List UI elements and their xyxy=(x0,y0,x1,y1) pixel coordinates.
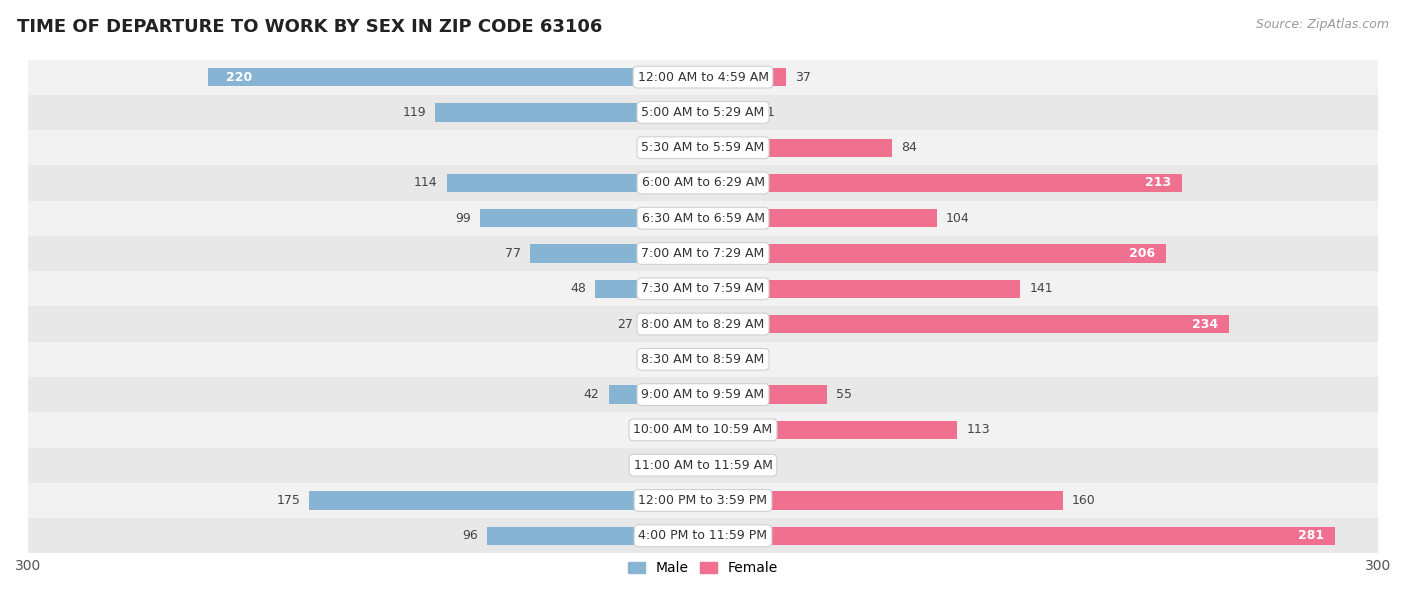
Bar xyxy=(28,60,1378,95)
Legend: Male, Female: Male, Female xyxy=(623,556,783,581)
Text: 175: 175 xyxy=(277,494,301,507)
Text: 0: 0 xyxy=(668,353,676,366)
Text: 104: 104 xyxy=(946,212,970,225)
Bar xyxy=(703,174,1182,192)
Text: 42: 42 xyxy=(583,388,599,401)
Text: 206: 206 xyxy=(1129,247,1156,260)
Text: 21: 21 xyxy=(759,106,775,119)
Bar xyxy=(28,271,1378,306)
Bar xyxy=(703,280,1021,298)
Text: 114: 114 xyxy=(413,177,437,189)
Text: 7:00 AM to 7:29 AM: 7:00 AM to 7:29 AM xyxy=(641,247,765,260)
Text: 11:00 AM to 11:59 AM: 11:00 AM to 11:59 AM xyxy=(634,459,772,472)
Bar xyxy=(703,527,1336,545)
Bar xyxy=(28,165,1378,201)
Bar xyxy=(685,139,703,157)
Bar xyxy=(530,245,703,262)
Bar xyxy=(28,342,1378,377)
Text: 37: 37 xyxy=(796,71,811,84)
Bar xyxy=(703,68,786,86)
Text: 84: 84 xyxy=(901,141,917,154)
Text: 160: 160 xyxy=(1071,494,1095,507)
Bar xyxy=(703,456,711,474)
Text: 99: 99 xyxy=(456,212,471,225)
Bar xyxy=(28,412,1378,447)
Bar xyxy=(28,483,1378,518)
Text: 96: 96 xyxy=(463,529,478,542)
Text: 0: 0 xyxy=(668,141,676,154)
Bar xyxy=(208,68,703,86)
Bar xyxy=(447,174,703,192)
Text: 213: 213 xyxy=(1144,177,1171,189)
Text: 27: 27 xyxy=(617,318,633,331)
Text: 141: 141 xyxy=(1029,282,1053,295)
Text: 281: 281 xyxy=(1298,529,1324,542)
Text: 119: 119 xyxy=(402,106,426,119)
Bar xyxy=(703,386,827,404)
Text: 220: 220 xyxy=(226,71,252,84)
Text: 17: 17 xyxy=(751,353,766,366)
Text: 9: 9 xyxy=(666,459,673,472)
Bar xyxy=(28,518,1378,553)
Text: 8:30 AM to 8:59 AM: 8:30 AM to 8:59 AM xyxy=(641,353,765,366)
Text: 5:00 AM to 5:29 AM: 5:00 AM to 5:29 AM xyxy=(641,106,765,119)
Bar xyxy=(643,315,703,333)
Bar xyxy=(309,491,703,509)
Bar xyxy=(703,245,1167,262)
Text: 55: 55 xyxy=(835,388,852,401)
Bar xyxy=(481,209,703,227)
Bar xyxy=(703,139,891,157)
Bar xyxy=(609,386,703,404)
Text: TIME OF DEPARTURE TO WORK BY SEX IN ZIP CODE 63106: TIME OF DEPARTURE TO WORK BY SEX IN ZIP … xyxy=(17,18,602,36)
Bar xyxy=(28,201,1378,236)
Text: 5:30 AM to 5:59 AM: 5:30 AM to 5:59 AM xyxy=(641,141,765,154)
Bar xyxy=(703,104,751,121)
Text: 8:00 AM to 8:29 AM: 8:00 AM to 8:29 AM xyxy=(641,318,765,331)
Bar xyxy=(685,421,703,439)
Text: 6:00 AM to 6:29 AM: 6:00 AM to 6:29 AM xyxy=(641,177,765,189)
Text: 7:30 AM to 7:59 AM: 7:30 AM to 7:59 AM xyxy=(641,282,765,295)
Text: 77: 77 xyxy=(505,247,520,260)
Bar xyxy=(685,350,703,368)
Bar xyxy=(703,421,957,439)
Text: 9:00 AM to 9:59 AM: 9:00 AM to 9:59 AM xyxy=(641,388,765,401)
Text: 0: 0 xyxy=(668,424,676,436)
Text: 6:30 AM to 6:59 AM: 6:30 AM to 6:59 AM xyxy=(641,212,765,225)
Text: 12:00 AM to 4:59 AM: 12:00 AM to 4:59 AM xyxy=(637,71,769,84)
Text: 234: 234 xyxy=(1192,318,1218,331)
Bar xyxy=(486,527,703,545)
Bar xyxy=(703,315,1229,333)
Bar xyxy=(595,280,703,298)
Text: 4:00 PM to 11:59 PM: 4:00 PM to 11:59 PM xyxy=(638,529,768,542)
Bar xyxy=(703,350,741,368)
Bar xyxy=(703,491,1063,509)
Bar xyxy=(436,104,703,121)
Text: 10:00 AM to 10:59 AM: 10:00 AM to 10:59 AM xyxy=(634,424,772,436)
Bar xyxy=(28,130,1378,165)
Text: 48: 48 xyxy=(571,282,586,295)
Text: Source: ZipAtlas.com: Source: ZipAtlas.com xyxy=(1256,18,1389,31)
Bar xyxy=(28,377,1378,412)
Text: 4: 4 xyxy=(721,459,728,472)
Bar xyxy=(28,236,1378,271)
Bar xyxy=(703,209,936,227)
Bar xyxy=(683,456,703,474)
Bar xyxy=(28,447,1378,483)
Text: 12:00 PM to 3:59 PM: 12:00 PM to 3:59 PM xyxy=(638,494,768,507)
Bar xyxy=(28,306,1378,342)
Bar xyxy=(28,95,1378,130)
Text: 113: 113 xyxy=(966,424,990,436)
